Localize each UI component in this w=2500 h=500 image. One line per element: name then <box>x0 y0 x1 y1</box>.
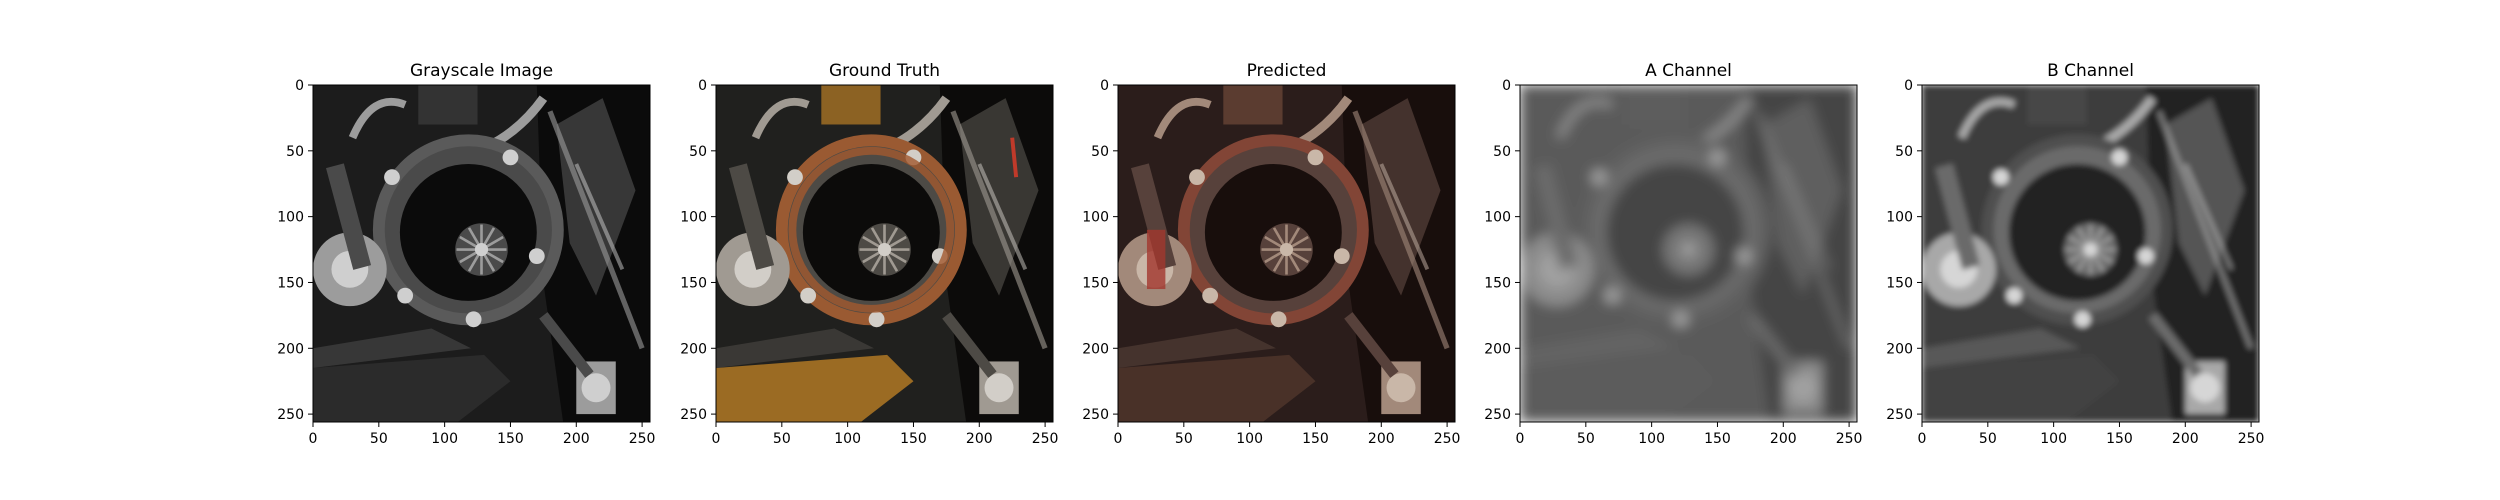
y-tick-label: 0 <box>698 78 707 94</box>
y-tick-label: 250 <box>680 407 707 423</box>
x-tick-label: 100 <box>1236 431 1263 447</box>
y-tick-label: 100 <box>277 210 304 226</box>
axes-frame <box>312 84 651 423</box>
x-tick-label: 0 <box>1918 431 1927 447</box>
x-tick-label: 100 <box>1638 431 1665 447</box>
y-tick-label: 0 <box>1100 78 1109 94</box>
panel-title: B Channel <box>2047 61 2134 81</box>
x-tick-label: 250 <box>2238 431 2265 447</box>
panel-title: A Channel <box>1645 61 1732 81</box>
x-tick-label: 200 <box>563 431 590 447</box>
x-tick-label: 50 <box>1175 431 1193 447</box>
x-tick-label: 150 <box>1704 431 1731 447</box>
y-tick-label: 150 <box>1484 275 1511 291</box>
y-tick-label: 150 <box>1886 275 1913 291</box>
y-tick-label: 150 <box>680 275 707 291</box>
axes-frame <box>715 84 1054 423</box>
y-tick-label: 0 <box>1502 78 1511 94</box>
y-tick-label: 150 <box>277 275 304 291</box>
y-tick-label: 0 <box>295 78 304 94</box>
x-tick-label: 150 <box>2106 431 2133 447</box>
x-tick-label: 0 <box>712 431 721 447</box>
y-tick-label: 50 <box>1091 144 1109 160</box>
x-tick-label: 50 <box>370 431 388 447</box>
x-tick-label: 150 <box>497 431 524 447</box>
y-tick-label: 50 <box>1895 144 1913 160</box>
x-tick-label: 250 <box>1434 431 1461 447</box>
x-tick-label: 200 <box>1368 431 1395 447</box>
panel-title: Predicted <box>1247 61 1327 81</box>
panel-title: Grayscale Image <box>410 61 553 81</box>
y-tick-label: 100 <box>680 210 707 226</box>
y-tick-label: 50 <box>689 144 707 160</box>
y-tick-label: 200 <box>1082 341 1109 357</box>
y-tick-label: 200 <box>277 341 304 357</box>
panel-5: B Channel 0 50 100 150 200 250 0 50 100 150 200 250 <box>1886 61 2264 447</box>
panel-image-content <box>1922 85 2259 422</box>
y-tick-label: 150 <box>1082 275 1109 291</box>
panel-image-content <box>1520 85 1857 422</box>
axes-frame <box>1519 84 1858 423</box>
axes-frame <box>1117 84 1456 423</box>
y-tick-label: 100 <box>1082 210 1109 226</box>
x-tick-label: 250 <box>1836 431 1863 447</box>
x-tick-label: 200 <box>2172 431 2199 447</box>
y-tick-label: 0 <box>1904 78 1913 94</box>
y-tick-label: 250 <box>277 407 304 423</box>
panel-2: Ground Truth 0 50 100 150 200 250 0 50 100 150 200 2… <box>680 61 1058 447</box>
y-tick-label: 100 <box>1484 210 1511 226</box>
y-tick-label: 200 <box>680 341 707 357</box>
x-tick-label: 50 <box>1577 431 1595 447</box>
axes-frame <box>1921 84 2260 423</box>
y-tick-label: 50 <box>286 144 304 160</box>
x-tick-label: 100 <box>2040 431 2067 447</box>
y-tick-label: 250 <box>1082 407 1109 423</box>
x-tick-label: 200 <box>1770 431 1797 447</box>
y-tick-label: 200 <box>1484 341 1511 357</box>
y-tick-label: 100 <box>1886 210 1913 226</box>
x-tick-label: 200 <box>966 431 993 447</box>
x-tick-label: 0 <box>309 431 318 447</box>
x-tick-label: 0 <box>1516 431 1525 447</box>
panel-4: A Channel 0 50 100 150 200 250 0 50 100 150 200 250 <box>1484 61 1862 447</box>
x-tick-label: 50 <box>1979 431 1997 447</box>
y-tick-label: 250 <box>1484 407 1511 423</box>
y-tick-label: 200 <box>1886 341 1913 357</box>
x-tick-label: 150 <box>900 431 927 447</box>
panel-3: Predicted 0 50 100 150 200 250 0 50 100 150 200 250 <box>1082 61 1460 447</box>
x-tick-label: 100 <box>834 431 861 447</box>
panel-image-content <box>313 85 650 422</box>
x-tick-label: 50 <box>773 431 791 447</box>
x-tick-label: 100 <box>431 431 458 447</box>
y-tick-label: 50 <box>1493 144 1511 160</box>
panel-1: Grayscale Image 0 50 100 150 200 250 0 50 100 150 2… <box>277 61 655 447</box>
x-tick-label: 150 <box>1302 431 1329 447</box>
y-tick-label: 250 <box>1886 407 1913 423</box>
x-tick-label: 250 <box>629 431 656 447</box>
panel-title: Ground Truth <box>829 61 940 81</box>
x-tick-label: 0 <box>1114 431 1123 447</box>
panel-image-content <box>1118 85 1455 422</box>
x-tick-label: 250 <box>1032 431 1059 447</box>
panel-image-content <box>716 85 1053 422</box>
